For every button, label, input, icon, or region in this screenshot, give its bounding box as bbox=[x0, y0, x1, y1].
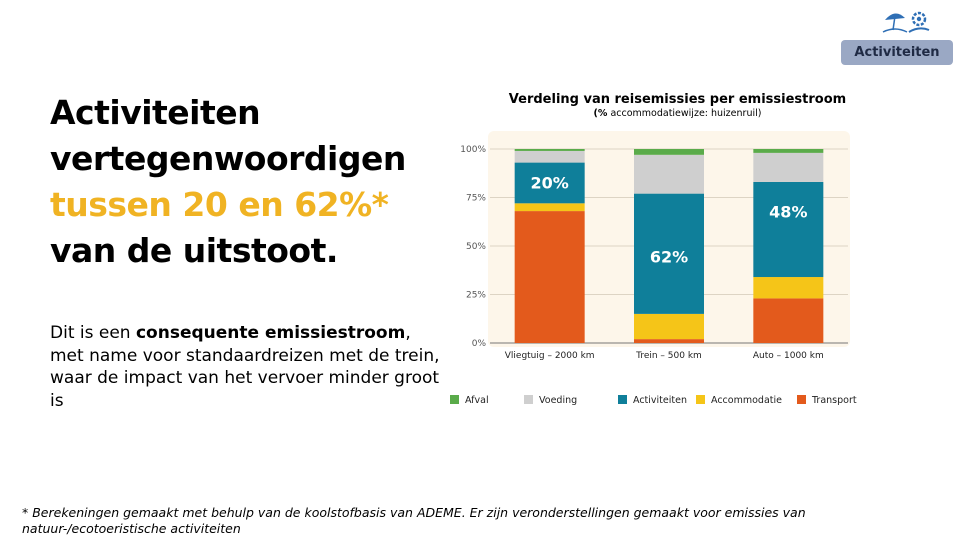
bar-segment-afval bbox=[514, 149, 585, 151]
legend-label: Activiteiten bbox=[633, 395, 687, 406]
headline-line-1: Activiteiten bbox=[50, 93, 261, 132]
legend-swatch bbox=[696, 395, 705, 404]
chart-svg: 0% 25% 50% 75% 100% Vliegtuig – 2000 km 20% Tre… bbox=[450, 131, 857, 406]
legend-swatch bbox=[450, 395, 459, 404]
bar-segment-activiteiten bbox=[753, 181, 824, 278]
bar-segment-transport bbox=[753, 298, 824, 343]
body-text: Dit is een consequente emissiestroom, me… bbox=[50, 322, 440, 412]
section-badge: Activiteiten bbox=[841, 6, 953, 65]
bar-segment-voeding bbox=[634, 154, 704, 194]
emissions-chart: Verdeling van reisemissies per emissiest… bbox=[440, 90, 880, 420]
bar-segment-afval bbox=[753, 149, 824, 153]
bar-segment-transport bbox=[634, 339, 704, 343]
y-tick-label: 0% bbox=[472, 339, 487, 349]
badge-icons bbox=[882, 11, 930, 33]
legend-swatch bbox=[524, 395, 533, 404]
bar-segment-accommodatie bbox=[753, 277, 824, 299]
legend-label: Voeding bbox=[539, 395, 577, 406]
footnote: * Berekeningen gemaakt met behulp van de… bbox=[22, 505, 806, 536]
chart-title: Verdeling van reisemissies per emissiest… bbox=[508, 92, 847, 107]
bar-segment-activiteiten bbox=[514, 162, 585, 204]
headline-line-4: van de uitstoot. bbox=[50, 231, 338, 270]
data-label: 48% bbox=[769, 202, 807, 221]
y-tick-label: 100% bbox=[460, 145, 486, 155]
body-text-part-1: Dit is een bbox=[50, 323, 136, 343]
body-text-part-2: , met name voor standaardreizen met de t… bbox=[50, 323, 440, 411]
y-tick-label: 75% bbox=[466, 194, 486, 204]
body-text-bold: consequente emissiestroom bbox=[135, 323, 406, 343]
x-tick-label: Trein – 500 km bbox=[635, 351, 702, 361]
bar-segment-accommodatie bbox=[514, 203, 585, 212]
bar-segment-transport bbox=[514, 211, 585, 343]
gear-hand-icon bbox=[908, 11, 930, 33]
legend-swatch bbox=[618, 395, 627, 404]
chart-subtitle-bold: (% bbox=[593, 108, 608, 119]
headline: Activiteiten vertegenwoordigen tussen 20… bbox=[50, 90, 470, 274]
data-label: 62% bbox=[650, 247, 688, 266]
bar-segment-accommodatie bbox=[634, 313, 704, 340]
beach-umbrella-icon bbox=[882, 13, 908, 33]
chart-subtitle: (% accommodatiewijze: huizenruil) bbox=[440, 108, 915, 119]
legend-label: Accommodatie bbox=[711, 395, 782, 406]
chart-subtitle-rest: accommodatiewijze: huizenruil) bbox=[607, 108, 762, 119]
legend-swatch bbox=[797, 395, 806, 404]
headline-line-2: vertegenwoordigen bbox=[50, 139, 406, 178]
y-tick-label: 25% bbox=[466, 291, 486, 301]
x-tick-label: Auto – 1000 km bbox=[753, 351, 824, 361]
headline-highlight: tussen 20 en 62%* bbox=[50, 185, 389, 224]
data-label: 20% bbox=[531, 174, 569, 193]
bar-segment-voeding bbox=[753, 152, 824, 182]
legend-label: Transport bbox=[811, 395, 857, 406]
bar-segment-afval bbox=[634, 149, 704, 155]
x-tick-label: Vliegtuig – 2000 km bbox=[505, 351, 595, 361]
section-badge-label: Activiteiten bbox=[841, 40, 953, 65]
bar-segment-activiteiten bbox=[634, 193, 704, 314]
bar-segment-voeding bbox=[514, 150, 585, 163]
legend-label: Afval bbox=[465, 395, 489, 406]
y-tick-label: 50% bbox=[466, 242, 486, 252]
